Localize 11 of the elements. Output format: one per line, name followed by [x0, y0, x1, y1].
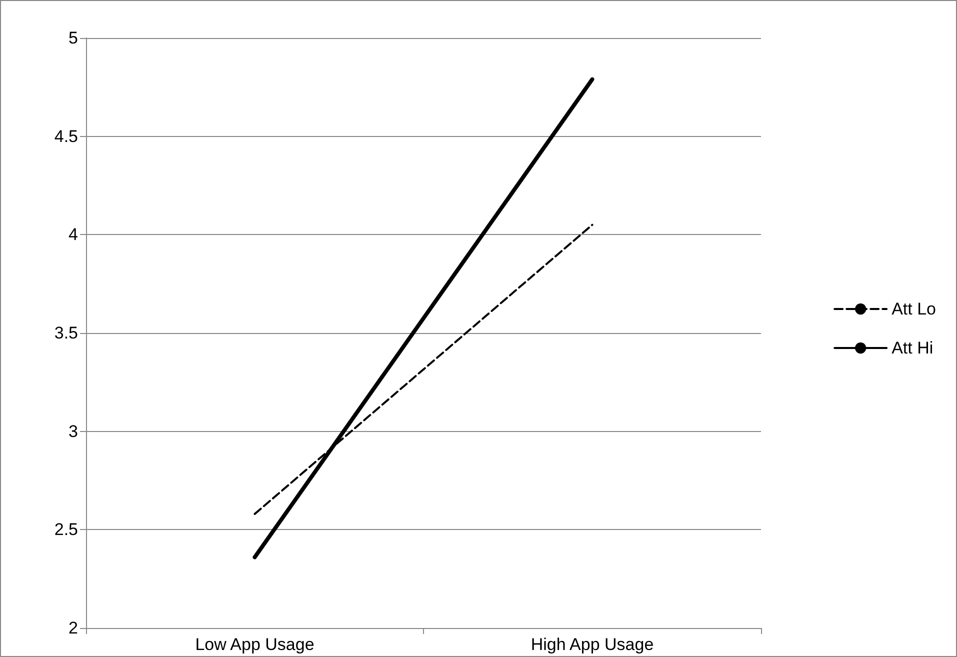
- legend-label: Att Hi: [892, 338, 934, 358]
- legend-label: Att Lo: [892, 300, 936, 318]
- x-tick-label: Low App Usage: [195, 635, 314, 654]
- x-tick-label: High App Usage: [530, 635, 654, 654]
- y-tick-label: 3: [68, 422, 78, 441]
- y-tick-label: 5: [68, 28, 78, 48]
- y-tick-label: 3.5: [54, 324, 78, 342]
- y-tick-label: 2: [68, 618, 78, 638]
- y-tick-label: 2.5: [54, 520, 78, 540]
- y-tick-label: 4: [68, 225, 78, 244]
- y-tick-label: 4.5: [54, 126, 78, 146]
